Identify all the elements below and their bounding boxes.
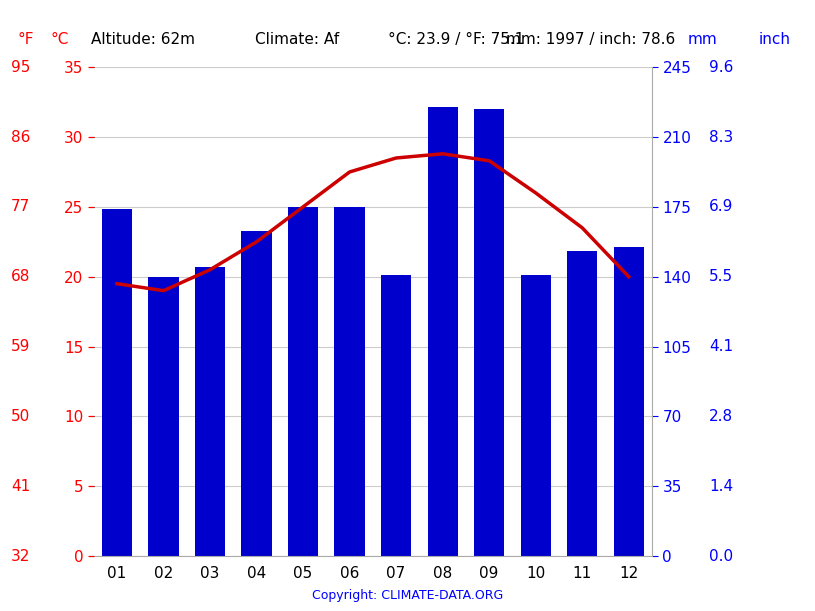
Bar bbox=[148, 277, 178, 556]
Bar bbox=[334, 207, 365, 556]
Text: °C: 23.9 / °F: 75.1: °C: 23.9 / °F: 75.1 bbox=[388, 32, 525, 47]
Text: 41: 41 bbox=[11, 478, 30, 494]
Text: 6.9: 6.9 bbox=[709, 199, 734, 214]
Text: 1.4: 1.4 bbox=[709, 478, 734, 494]
Bar bbox=[567, 251, 597, 556]
Text: Copyright: CLIMATE-DATA.ORG: Copyright: CLIMATE-DATA.ORG bbox=[312, 589, 503, 602]
Text: 95: 95 bbox=[11, 60, 30, 75]
Text: Altitude: 62m: Altitude: 62m bbox=[90, 32, 195, 47]
Text: 59: 59 bbox=[11, 339, 30, 354]
Text: 86: 86 bbox=[11, 130, 30, 145]
Text: Climate: Af: Climate: Af bbox=[255, 32, 340, 47]
Bar bbox=[195, 267, 225, 556]
Text: 32: 32 bbox=[11, 549, 30, 563]
Text: inch: inch bbox=[758, 32, 791, 47]
Text: 9.6: 9.6 bbox=[709, 60, 734, 75]
Bar bbox=[521, 275, 551, 556]
Bar bbox=[241, 231, 271, 556]
Bar bbox=[288, 207, 318, 556]
Text: °C: °C bbox=[51, 32, 68, 47]
Bar bbox=[428, 107, 458, 556]
Text: °F: °F bbox=[18, 32, 34, 47]
Text: 5.5: 5.5 bbox=[709, 269, 734, 284]
Bar bbox=[381, 275, 412, 556]
Text: 77: 77 bbox=[11, 199, 30, 214]
Bar bbox=[614, 247, 644, 556]
Text: mm: 1997 / inch: 78.6: mm: 1997 / inch: 78.6 bbox=[506, 32, 676, 47]
Bar bbox=[474, 109, 504, 556]
Text: mm: mm bbox=[688, 32, 717, 47]
Text: 68: 68 bbox=[11, 269, 30, 284]
Text: 8.3: 8.3 bbox=[709, 130, 734, 145]
Text: 2.8: 2.8 bbox=[709, 409, 734, 424]
Text: 0.0: 0.0 bbox=[709, 549, 734, 563]
Text: 4.1: 4.1 bbox=[709, 339, 734, 354]
Text: 50: 50 bbox=[11, 409, 30, 424]
Bar bbox=[102, 209, 132, 556]
